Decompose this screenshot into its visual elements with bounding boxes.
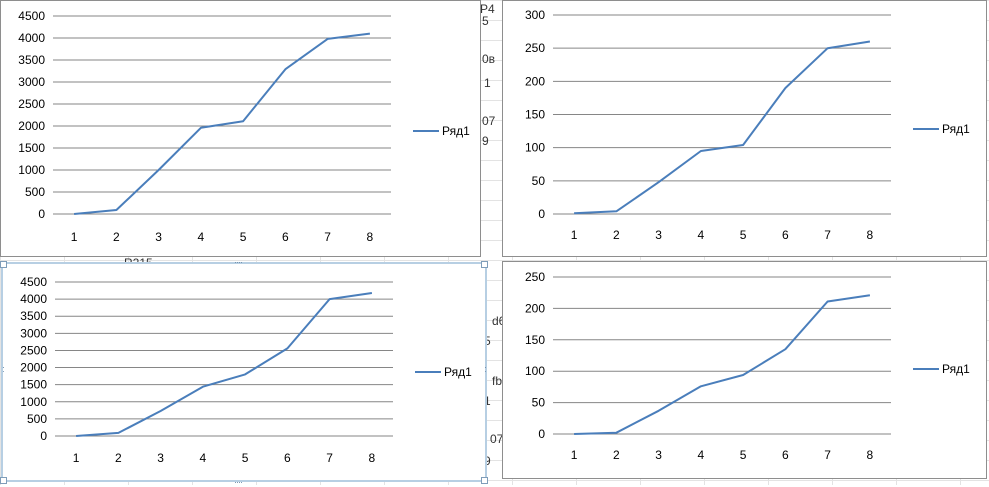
y-tick-label: 0	[538, 207, 545, 221]
line-chart-svg: 0 50 100 150 200 250 300 1 2 3 4 5 6 7 8 Ряд1	[503, 1, 987, 257]
chart-bottom-left[interactable]: 0 500 1000 1500 2000 2500 3000 3500 4000 4500 1 2 3 4…	[1, 262, 487, 482]
y-tick-label: 200	[525, 74, 545, 88]
series-line	[76, 293, 372, 436]
x-tick-label: 6	[782, 228, 789, 242]
x-tick-label: 3	[655, 448, 662, 462]
x-tick-label: 2	[115, 451, 122, 465]
x-tick-label: 6	[282, 230, 289, 244]
x-tick-label: 5	[240, 230, 247, 244]
x-tick-label: 5	[740, 228, 747, 242]
x-tick-label: 8	[867, 448, 874, 462]
y-tick-label: 0	[538, 427, 545, 441]
chart-bottom-right[interactable]: 0 50 100 150 200 250 1 2 3 4 5 6 7 8 Ряд1	[502, 261, 987, 479]
x-tick-label: 2	[613, 448, 620, 462]
resize-handle-bottom-left[interactable]	[0, 477, 7, 484]
resize-handle-bottom-right[interactable]	[481, 477, 488, 484]
cell-fragment: fb	[492, 374, 502, 388]
x-tick-label: 8	[867, 228, 874, 242]
chart-top-right[interactable]: 0 50 100 150 200 250 300 1 2 3 4 5 6 7 8 Ряд1	[502, 0, 987, 257]
y-tick-label: 50	[532, 396, 546, 410]
y-tick-label: 250	[525, 41, 545, 55]
y-tick-label: 100	[525, 364, 545, 378]
line-chart-svg: 0 500 1000 1500 2000 2500 3000 3500 4000 4500 1 2 3 4…	[1, 1, 481, 257]
x-tick-label: 3	[655, 228, 662, 242]
x-tick-label: 6	[284, 451, 291, 465]
x-tick-label: 7	[824, 448, 831, 462]
y-tick-label: 3500	[20, 309, 47, 323]
legend-label: Ряд1	[942, 122, 970, 136]
legend-label: Ряд1	[442, 124, 470, 138]
y-tick-label: 0	[38, 207, 45, 221]
y-tick-label: 0	[40, 429, 47, 443]
line-chart-svg: 0 500 1000 1500 2000 2500 3000 3500 4000 4500 1 2 3 4…	[3, 264, 485, 480]
cell-fragment: 9	[482, 134, 489, 148]
x-tick-label: 2	[613, 228, 620, 242]
x-tick-label: 3	[155, 230, 162, 244]
x-tick-label: 1	[71, 230, 78, 244]
x-tick-label: 3	[157, 451, 164, 465]
y-tick-label: 150	[525, 333, 545, 347]
x-tick-label: 2	[113, 230, 120, 244]
y-tick-label: 200	[525, 301, 545, 315]
x-tick-label: 4	[698, 228, 705, 242]
x-tick-label: 4	[200, 451, 207, 465]
y-tick-label: 150	[525, 108, 545, 122]
y-tick-label: 250	[525, 270, 545, 284]
x-tick-label: 7	[324, 230, 331, 244]
x-tick-label: 5	[740, 448, 747, 462]
cell-fragment: 5	[482, 14, 489, 28]
y-tick-label: 300	[525, 8, 545, 22]
y-tick-label: 4500	[18, 9, 45, 23]
cell-fragment: 0в	[482, 52, 495, 66]
y-tick-label: 500	[27, 412, 47, 426]
y-tick-label: 2000	[20, 361, 47, 375]
y-tick-label: 100	[525, 141, 545, 155]
resize-handle-right[interactable]: :	[482, 366, 488, 372]
y-tick-label: 1500	[20, 378, 47, 392]
y-tick-label: 2500	[18, 97, 45, 111]
series-line	[574, 42, 870, 214]
series-line	[74, 34, 370, 214]
resize-handle-top[interactable]: ····	[234, 259, 242, 265]
y-tick-label: 4000	[18, 31, 45, 45]
y-tick-label: 3000	[18, 75, 45, 89]
x-tick-label: 4	[698, 448, 705, 462]
legend-label: Ряд1	[942, 362, 970, 376]
y-tick-label: 3500	[18, 53, 45, 67]
x-tick-label: 1	[571, 448, 578, 462]
y-tick-label: 2000	[18, 119, 45, 133]
legend-label: Ряд1	[444, 365, 472, 379]
resize-handle-top-left[interactable]	[0, 261, 7, 268]
x-tick-label: 7	[326, 451, 333, 465]
y-tick-label: 1000	[20, 395, 47, 409]
y-tick-label: 1000	[18, 163, 45, 177]
y-tick-label: 2500	[20, 343, 47, 357]
x-tick-label: 8	[369, 451, 376, 465]
y-tick-label: 4500	[20, 275, 47, 289]
resize-handle-left[interactable]: :	[0, 366, 6, 372]
y-tick-label: 4000	[20, 292, 47, 306]
x-tick-label: 7	[824, 228, 831, 242]
cell-fragment: 07	[482, 114, 495, 128]
x-tick-label: 1	[73, 451, 80, 465]
line-chart-svg: 0 50 100 150 200 250 1 2 3 4 5 6 7 8 Ряд1	[503, 262, 987, 479]
y-tick-label: 3000	[20, 326, 47, 340]
x-tick-label: 1	[571, 228, 578, 242]
y-tick-label: 1500	[18, 141, 45, 155]
x-tick-label: 8	[367, 230, 374, 244]
y-tick-label: 500	[25, 185, 45, 199]
x-tick-label: 6	[782, 448, 789, 462]
cell-fragment: 1	[484, 76, 491, 90]
series-line	[574, 295, 870, 434]
chart-top-left[interactable]: 0 500 1000 1500 2000 2500 3000 3500 4000 4500 1 2 3 4…	[0, 0, 481, 257]
y-tick-label: 50	[532, 174, 546, 188]
resize-handle-bottom[interactable]: ····	[234, 479, 242, 485]
resize-handle-top-right[interactable]	[481, 261, 488, 268]
x-tick-label: 5	[242, 451, 249, 465]
x-tick-label: 4	[198, 230, 205, 244]
